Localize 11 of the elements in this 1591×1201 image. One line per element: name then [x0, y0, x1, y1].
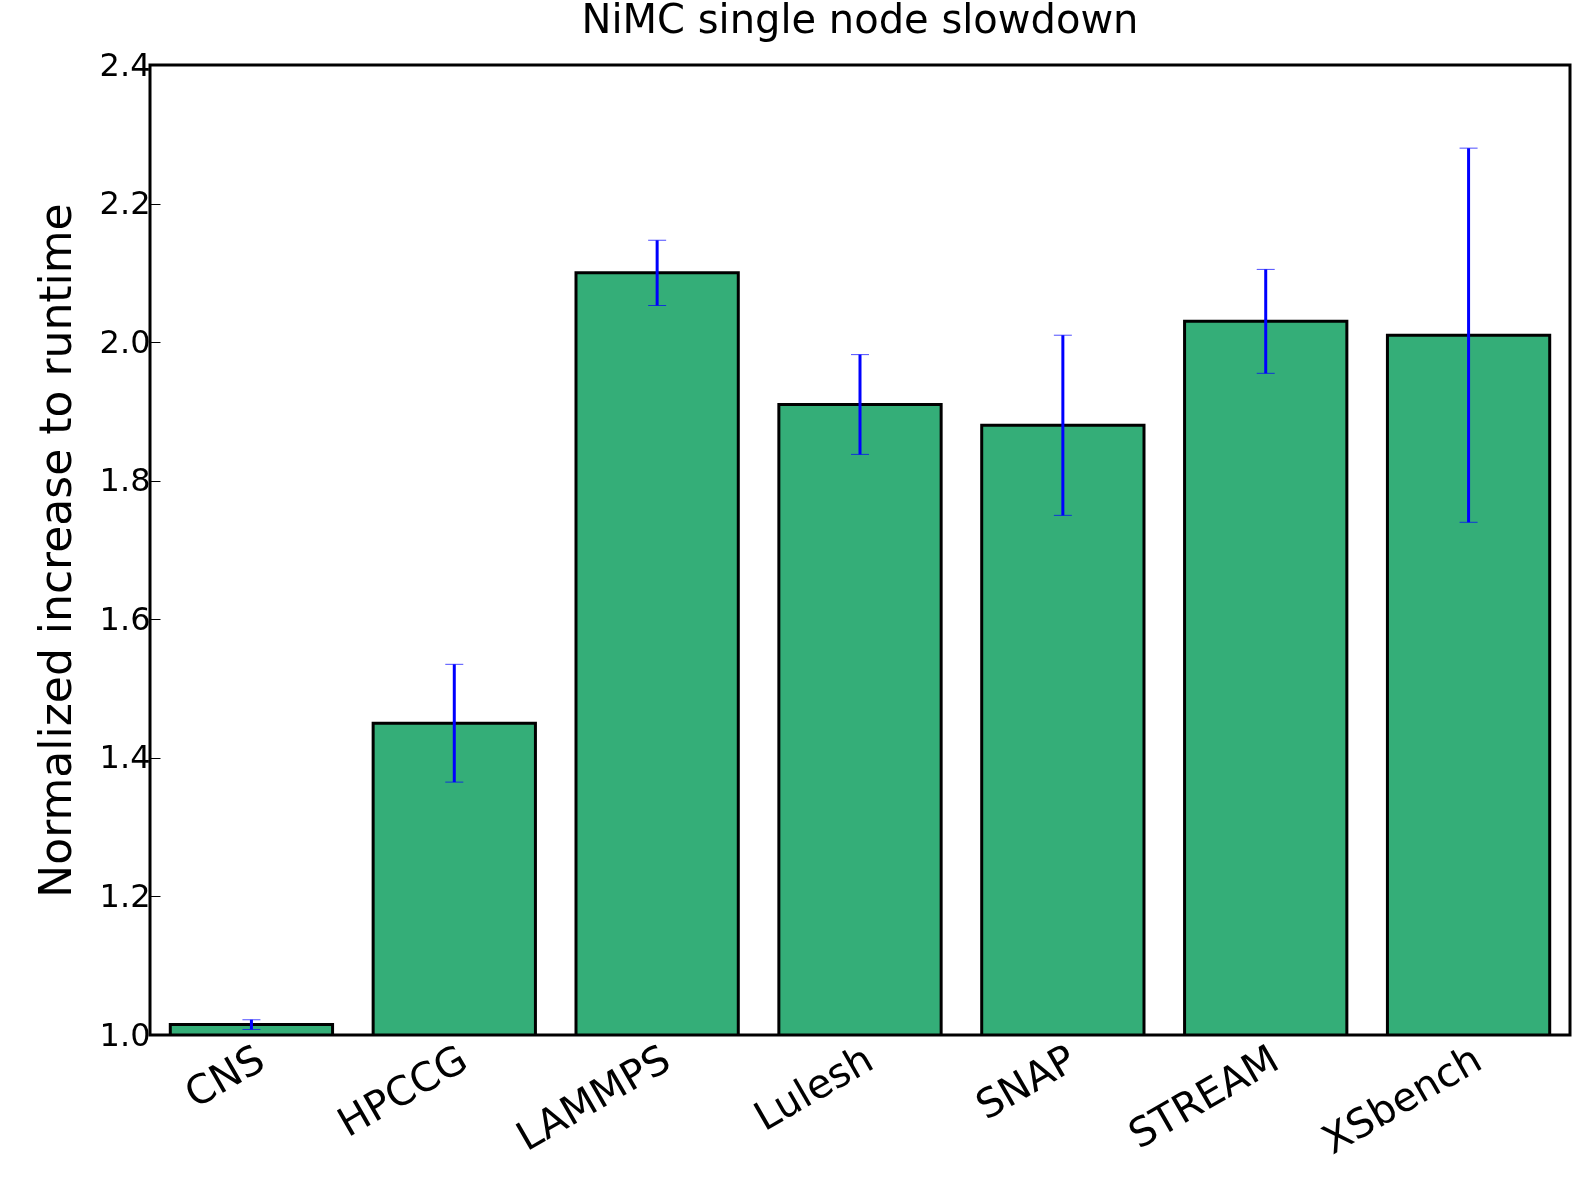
y-tick-label: 2.0 [99, 322, 151, 361]
y-tick-label: 1.0 [99, 1015, 151, 1054]
chart-title: NiMC single node slowdown [581, 0, 1139, 42]
x-tick-label: CNS [176, 1035, 272, 1117]
y-tick-label: 1.4 [99, 738, 151, 777]
y-axis-title: Normalized increase to runtime [29, 203, 81, 898]
y-tick-label: 1.6 [99, 599, 151, 638]
y-tick-label: 1.8 [99, 461, 151, 500]
y-tick-label: 2.4 [99, 45, 151, 84]
y-tick-label: 2.2 [99, 184, 151, 223]
y-tick-label: 1.2 [99, 876, 151, 915]
